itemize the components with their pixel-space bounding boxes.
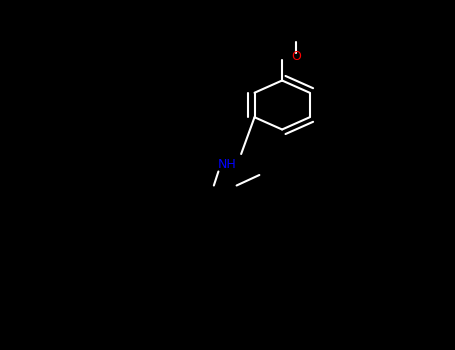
Text: NH: NH bbox=[218, 158, 237, 171]
Text: O: O bbox=[291, 49, 301, 63]
